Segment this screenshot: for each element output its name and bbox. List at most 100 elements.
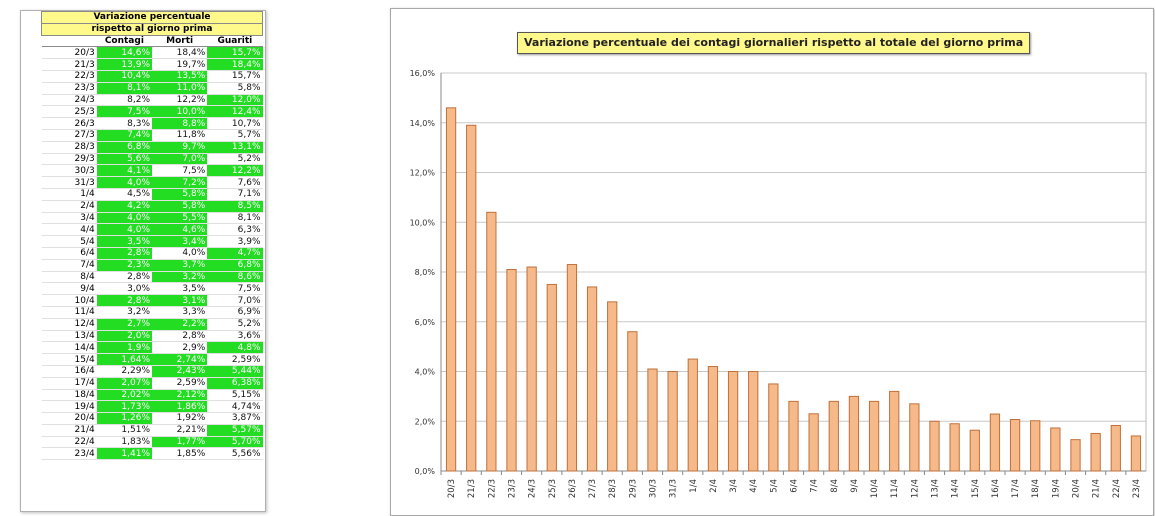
cell-morti: 7,0%: [152, 153, 208, 166]
cell-morti: 2,12%: [152, 389, 208, 402]
table-row: 20/3 14,6% 18,4% 15,7%: [41, 46, 263, 60]
cell-contagi: 4,5%: [96, 188, 152, 201]
bar-chart: 0,0% 2,0% 4,0% 6,0% 8,0% 10,0% 12,0% 14,0% 16,0%…: [410, 69, 1147, 498]
cell-morti: 9,7%: [152, 141, 208, 154]
cell-guariti: 12,2%: [207, 164, 263, 178]
table-row: 11/4 3,2% 3,3% 6,9%: [41, 306, 263, 319]
x-tick-label: 22/3: [487, 479, 497, 498]
column-header-guariti: Guariti: [207, 35, 263, 48]
bar-29-3: [627, 331, 638, 472]
row-date: 16/4: [41, 365, 97, 378]
cell-contagi: 13,9%: [96, 58, 152, 71]
cell-morti: 2,43%: [152, 365, 208, 378]
cell-morti: 3,5%: [152, 282, 208, 296]
cell-guariti: 5,2%: [207, 318, 263, 331]
row-date: 10/4: [41, 294, 97, 307]
cell-morti: 2,21%: [152, 424, 208, 437]
bar-13-4: [929, 420, 940, 472]
row-date: 17/4: [41, 377, 97, 390]
bar-8-4: [828, 400, 839, 472]
cell-contagi: 8,3%: [96, 117, 152, 130]
table-row: 29/3 5,6% 7,0% 5,2%: [41, 153, 263, 166]
x-tick-label: 17/4: [1011, 479, 1021, 498]
x-tick-label: 14/4: [951, 479, 961, 498]
table-row: 25/3 7,5% 10,0% 12,4%: [41, 105, 263, 119]
bar-20-3: [445, 107, 457, 472]
x-tick-label: 1/4: [689, 479, 699, 493]
row-date: 12/4: [41, 318, 97, 331]
row-date: 6/4: [41, 247, 97, 260]
row-date: 26/3: [41, 117, 97, 130]
cell-guariti: 12,4%: [207, 105, 263, 119]
cell-contagi: 4,2%: [96, 200, 152, 213]
y-tick-label: 16,0%: [410, 69, 436, 78]
row-date: 18/4: [41, 389, 97, 402]
cell-morti: 18,4%: [152, 46, 208, 60]
bar-22-3: [486, 211, 497, 472]
y-tick-label: 2,0%: [415, 417, 436, 426]
cell-contagi: 2,0%: [96, 330, 152, 343]
x-tick-label: 3/4: [729, 479, 739, 493]
cell-morti: 4,0%: [152, 247, 208, 260]
table-row: 18/4 2,02% 2,12% 5,15%: [41, 389, 263, 402]
row-date: 23/4: [41, 447, 97, 461]
row-date: 30/3: [41, 164, 97, 178]
bar-4-4: [748, 371, 759, 472]
cell-guariti: 18,4%: [207, 58, 263, 71]
x-tick-label: 22/4: [1112, 479, 1122, 498]
bar-23-4: [1130, 435, 1142, 472]
cell-guariti: 5,2%: [207, 153, 263, 166]
cell-guariti: 4,7%: [207, 247, 263, 260]
cell-guariti: 2,59%: [207, 353, 263, 366]
column-header-morti: Morti: [152, 35, 208, 48]
x-tick-label: 15/4: [971, 479, 981, 498]
bar-10-4: [868, 400, 880, 472]
cell-contagi: 4,0%: [96, 223, 152, 237]
x-tick-label: 26/3: [568, 479, 578, 498]
x-tick-label: 31/3: [669, 479, 679, 498]
table-row: 16/4 2,29% 2,43% 5,44%: [41, 365, 263, 378]
table-row: 26/3 8,3% 8,8% 10,7%: [41, 117, 263, 130]
bar-5-4: [768, 383, 779, 472]
x-tick-label: 4/4: [749, 479, 759, 493]
x-tick-label: 25/3: [548, 479, 558, 498]
x-tick-label: 18/4: [1031, 479, 1041, 498]
bar-27-3: [586, 286, 598, 472]
table-row: 23/3 8,1% 11,0% 5,8%: [41, 82, 263, 95]
cell-guariti: 12,0%: [207, 94, 263, 107]
cell-guariti: 4,8%: [207, 341, 263, 355]
cell-contagi: 1,73%: [96, 400, 152, 414]
bar-19-4: [1050, 427, 1061, 472]
cell-guariti: 6,8%: [207, 259, 263, 272]
cell-guariti: 7,1%: [207, 188, 263, 201]
bar-18-4: [1030, 420, 1041, 472]
row-date: 4/4: [41, 223, 97, 237]
table-row: 23/4 1,41% 1,85% 5,56%: [41, 447, 263, 461]
cell-morti: 1,77%: [152, 436, 208, 449]
table-row: 17/4 2,07% 2,59% 6,38%: [41, 377, 263, 390]
table-row: 7/4 2,3% 3,7% 6,8%: [41, 259, 263, 272]
x-tick-label: 12/4: [910, 479, 920, 498]
cell-guariti: 10,7%: [207, 117, 263, 130]
row-date: 1/4: [41, 188, 97, 201]
row-date: 22/4: [41, 436, 97, 449]
bar-14-4: [949, 423, 960, 472]
cell-morti: 2,8%: [152, 330, 208, 343]
cell-contagi: 4,0%: [96, 176, 152, 189]
row-date: 31/3: [41, 176, 97, 189]
cell-contagi: 10,4%: [96, 70, 152, 83]
cell-morti: 2,59%: [152, 377, 208, 390]
cell-contagi: 2,07%: [96, 377, 152, 390]
cell-morti: 1,85%: [152, 447, 208, 461]
row-date: 2/4: [41, 200, 97, 213]
cell-guariti: 3,9%: [207, 235, 263, 248]
x-tick-label: 11/4: [890, 479, 900, 498]
table-row: 30/3 4,1% 7,5% 12,2%: [41, 164, 263, 178]
row-date: 23/3: [41, 82, 97, 95]
x-tick-label: 20/4: [1072, 479, 1082, 498]
bar-12-4: [909, 403, 920, 472]
bar-2-4: [707, 366, 719, 472]
table-row: 1/4 4,5% 5,8% 7,1%: [41, 188, 263, 201]
row-date: 15/4: [41, 353, 97, 366]
cell-morti: 3,7%: [152, 259, 208, 272]
